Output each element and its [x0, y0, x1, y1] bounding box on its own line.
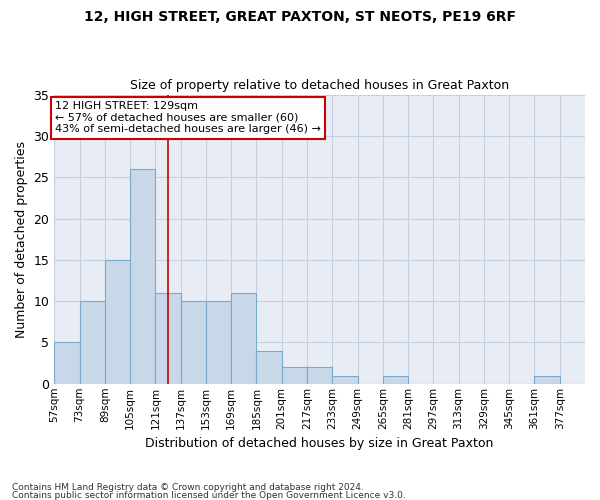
Y-axis label: Number of detached properties: Number of detached properties — [15, 140, 28, 338]
Bar — [206, 301, 231, 384]
Text: Contains HM Land Registry data © Crown copyright and database right 2024.: Contains HM Land Registry data © Crown c… — [12, 484, 364, 492]
Bar — [80, 301, 105, 384]
Text: 12, HIGH STREET, GREAT PAXTON, ST NEOTS, PE19 6RF: 12, HIGH STREET, GREAT PAXTON, ST NEOTS,… — [84, 10, 516, 24]
Bar — [231, 293, 256, 384]
Bar — [332, 376, 358, 384]
Bar — [256, 350, 282, 384]
Bar — [155, 293, 181, 384]
Bar — [535, 376, 560, 384]
Bar — [282, 367, 307, 384]
X-axis label: Distribution of detached houses by size in Great Paxton: Distribution of detached houses by size … — [145, 437, 494, 450]
Bar — [54, 342, 80, 384]
Bar — [383, 376, 408, 384]
Bar — [307, 367, 332, 384]
Text: Contains public sector information licensed under the Open Government Licence v3: Contains public sector information licen… — [12, 491, 406, 500]
Bar — [181, 301, 206, 384]
Bar — [130, 169, 155, 384]
Bar — [105, 260, 130, 384]
Text: 12 HIGH STREET: 129sqm
← 57% of detached houses are smaller (60)
43% of semi-det: 12 HIGH STREET: 129sqm ← 57% of detached… — [55, 101, 321, 134]
Title: Size of property relative to detached houses in Great Paxton: Size of property relative to detached ho… — [130, 79, 509, 92]
